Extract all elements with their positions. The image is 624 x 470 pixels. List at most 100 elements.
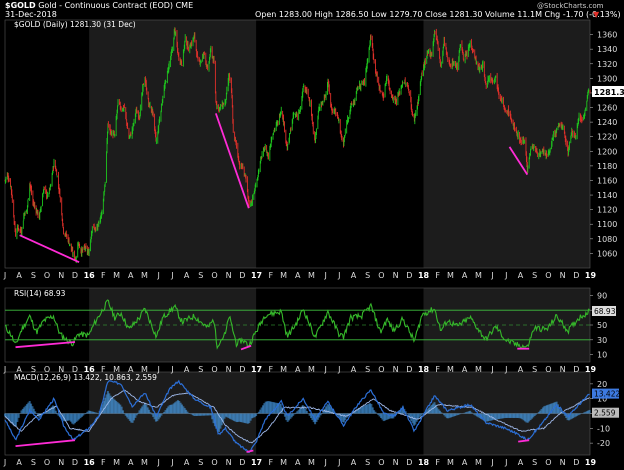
rsi-x-label: 17 bbox=[251, 365, 262, 374]
price-x-label: M bbox=[280, 271, 287, 280]
macd-x-label: J bbox=[323, 458, 326, 467]
rsi-divergence-line bbox=[240, 344, 252, 351]
macd-x-label: O bbox=[211, 458, 217, 467]
macd-x-label: J bbox=[3, 458, 6, 467]
price-y-tick-label: 1080 bbox=[597, 235, 617, 244]
price-divergence-line bbox=[19, 234, 80, 263]
rsi-x-label: M bbox=[113, 365, 120, 374]
price-x-label: J bbox=[337, 271, 340, 280]
macd-x-label: D bbox=[406, 458, 412, 467]
rsi-x-label: J bbox=[157, 365, 160, 374]
price-x-label: J bbox=[504, 271, 507, 280]
year-shade-band bbox=[89, 288, 257, 362]
price-x-label: O bbox=[545, 271, 551, 280]
macd-x-label: 19 bbox=[585, 458, 597, 467]
price-y-tick-label: 1300 bbox=[597, 74, 617, 83]
rsi-x-label: D bbox=[72, 365, 78, 374]
macd-x-label: 17 bbox=[251, 458, 262, 467]
macd-x-label: M bbox=[447, 458, 454, 467]
price-y-tick-label: 1360 bbox=[597, 31, 617, 40]
price-x-label: S bbox=[31, 271, 36, 280]
last-price-box bbox=[592, 85, 624, 97]
rsi-x-label: O bbox=[378, 365, 384, 374]
price-x-label: D bbox=[406, 271, 412, 280]
macd-y-tick-label: 10 bbox=[597, 395, 607, 404]
price-y-tick-label: 1160 bbox=[597, 176, 617, 185]
rsi-y-tick-label: 30 bbox=[597, 336, 607, 345]
rsi-x-label: A bbox=[351, 365, 357, 374]
price-y-tick-label: 1120 bbox=[597, 206, 617, 215]
price-y-tick-label: 1060 bbox=[597, 249, 617, 258]
price-x-label: A bbox=[128, 271, 134, 280]
watermark: @StockCharts.com bbox=[537, 2, 604, 10]
price-x-label: F bbox=[268, 271, 273, 280]
rsi-x-label: A bbox=[16, 365, 22, 374]
rsi-x-label: F bbox=[268, 365, 273, 374]
rsi-x-label: D bbox=[406, 365, 412, 374]
year-shade-band bbox=[89, 20, 257, 268]
macd-x-label: N bbox=[560, 458, 566, 467]
price-y-tick-label: 1340 bbox=[597, 45, 617, 54]
price-x-label: N bbox=[226, 271, 232, 280]
price-x-label: F bbox=[435, 271, 440, 280]
rsi-x-label: A bbox=[295, 365, 301, 374]
macd-x-label: O bbox=[44, 458, 50, 467]
price-y-tick-label: 1200 bbox=[597, 147, 617, 156]
macd-x-label: O bbox=[378, 458, 384, 467]
ohlc-readout: Open 1283.00 High 1286.50 Low 1279.70 Cl… bbox=[255, 10, 621, 19]
rsi-line bbox=[4, 299, 590, 350]
rsi-x-label: F bbox=[435, 365, 440, 374]
price-x-label: A bbox=[518, 271, 524, 280]
rsi-x-label: O bbox=[545, 365, 551, 374]
rsi-x-label: J bbox=[170, 365, 173, 374]
price-x-label: O bbox=[378, 271, 384, 280]
macd-y-tick-label: -10 bbox=[597, 424, 610, 433]
macd-x-label: N bbox=[226, 458, 232, 467]
rsi-last-box bbox=[592, 305, 616, 316]
rsi-x-label: S bbox=[532, 365, 537, 374]
macd-x-label: F bbox=[268, 458, 273, 467]
change-down-icon: ▼ bbox=[593, 10, 600, 19]
chart-title-row: $GOLD Gold - Continuous Contract (EOD) C… bbox=[5, 1, 193, 11]
price-x-label: A bbox=[16, 271, 22, 280]
rsi-x-label: N bbox=[58, 365, 64, 374]
macd-x-label: S bbox=[532, 458, 537, 467]
rsi-x-label: S bbox=[198, 365, 203, 374]
exchange-label: CME bbox=[175, 1, 194, 10]
macd-x-label: S bbox=[198, 458, 203, 467]
rsi-x-label: D bbox=[573, 365, 579, 374]
macd-x-label: N bbox=[58, 458, 64, 467]
rsi-x-label: 19 bbox=[585, 365, 597, 374]
macd-signal-line bbox=[4, 389, 590, 444]
price-x-label: A bbox=[351, 271, 357, 280]
rsi-divergence-line bbox=[15, 341, 76, 349]
price-y-tick-label: 1260 bbox=[597, 104, 617, 113]
date-label: 31-Dec-2018 bbox=[5, 10, 57, 19]
rsi-y-tick-label: 50 bbox=[597, 321, 607, 330]
rsi-x-label: N bbox=[393, 365, 399, 374]
price-x-label: J bbox=[490, 271, 493, 280]
macd-x-label: D bbox=[573, 458, 579, 467]
price-x-label: N bbox=[393, 271, 399, 280]
price-divergence-line bbox=[508, 146, 529, 176]
price-x-label: O bbox=[211, 271, 217, 280]
price-x-label: F bbox=[101, 271, 106, 280]
rsi-x-label: O bbox=[211, 365, 217, 374]
price-y-tick-label: 1100 bbox=[597, 220, 617, 229]
price-legend: $GOLD (Daily) 1281.30 (31 Dec) bbox=[14, 20, 136, 29]
price-x-label: M bbox=[308, 271, 315, 280]
price-x-label: A bbox=[295, 271, 301, 280]
price-x-label: J bbox=[157, 271, 160, 280]
macd-x-label: M bbox=[113, 458, 120, 467]
macd-x-label: F bbox=[435, 458, 440, 467]
price-x-label: J bbox=[170, 271, 173, 280]
price-x-label: 19 bbox=[585, 271, 597, 280]
macd-last-box bbox=[592, 388, 619, 399]
rsi-x-label: S bbox=[31, 365, 36, 374]
macd-x-label: 18 bbox=[418, 458, 430, 467]
rsi-y-tick-label: 90 bbox=[597, 291, 607, 300]
rsi-last-label: 68.93 bbox=[594, 307, 616, 316]
macd-x-label: J bbox=[504, 458, 507, 467]
